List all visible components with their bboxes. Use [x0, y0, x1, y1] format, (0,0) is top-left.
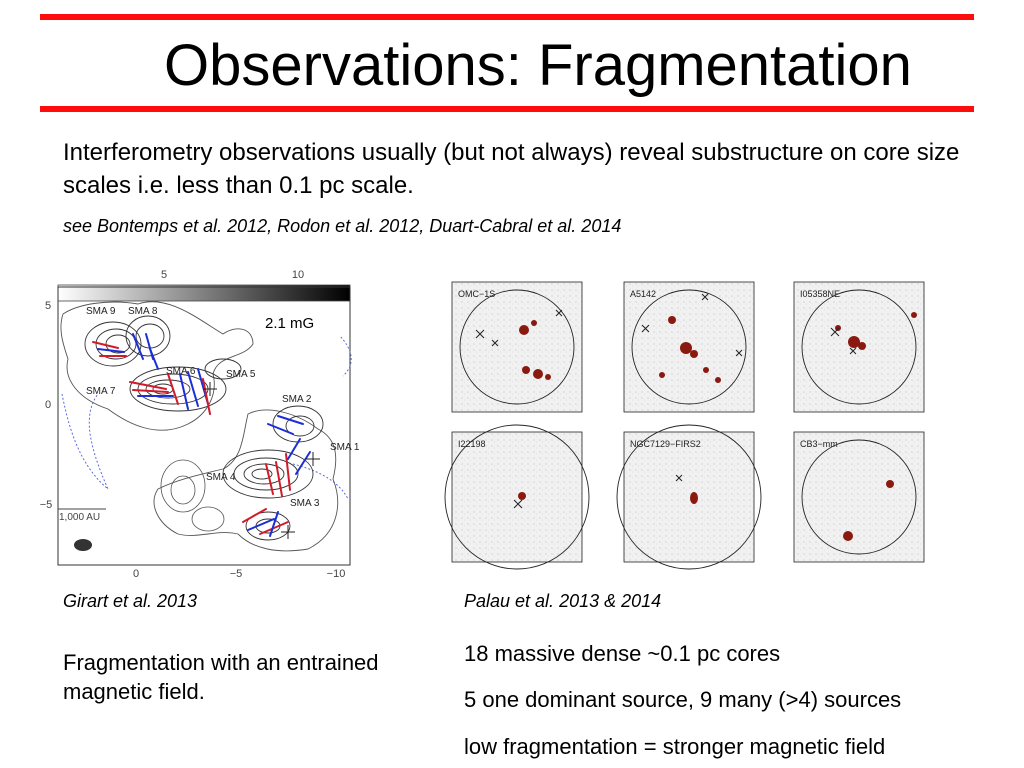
scale-label: 1,000 AU [59, 512, 100, 523]
panel-label: I05358NE [800, 289, 840, 299]
panel-omc1s: OMC−1S [451, 281, 583, 413]
stat-line: 18 massive dense ~0.1 pc cores [464, 641, 781, 666]
panel-i22198: I22198 [444, 424, 590, 570]
y-tick: −5 [40, 499, 53, 511]
outer-contour [153, 409, 339, 552]
dotted-contour [61, 333, 352, 500]
panel-a5142: A5142 [623, 281, 755, 413]
contours-sma-9-8 [84, 315, 171, 367]
source-label: SMA 8 [128, 306, 158, 317]
panel-i05358ne: I05358NE [793, 281, 925, 413]
x-tick: 0 [133, 568, 139, 580]
x-tick: −10 [327, 568, 346, 580]
polarization-vectors [92, 333, 311, 537]
map-frame [57, 286, 351, 566]
panels-svg: OMC−1S A5142 I05358NE [444, 281, 925, 570]
source-label: SMA 5 [226, 369, 256, 380]
stat-line: low fragmentation = stronger magnetic fi… [464, 734, 886, 759]
top-red-rule [40, 14, 974, 20]
references-text: see Bontemps et al. 2012, Rodon et al. 2… [63, 216, 622, 236]
panel-cb3mm: CB3−mm [793, 431, 925, 563]
field-strength-label: 2.1 mG [265, 315, 314, 332]
beam-ellipse [74, 539, 92, 551]
panel-label: NGC7129−FIRS2 [630, 439, 701, 449]
intro-text: Interferometry observations usually (but… [63, 139, 960, 199]
panel-label: A5142 [630, 289, 656, 299]
field-label-box [256, 306, 346, 336]
panel-label: I22198 [458, 439, 486, 449]
left-figure-caption: Girart et al. 2013 [63, 591, 198, 611]
source-label: SMA 3 [290, 498, 320, 509]
source-label: SMA 1 [330, 442, 360, 453]
palau-panels-figure: OMC−1S A5142 I05358NE [406, 270, 928, 570]
source-label: SMA 7 [86, 386, 116, 397]
source-label: SMA 9 [86, 306, 116, 317]
panel-ngc7129: NGC7129−FIRS2 [616, 424, 762, 570]
source-markers [203, 382, 320, 539]
source-label: SMA 2 [282, 394, 312, 405]
colorbar-tick: 5 [161, 269, 167, 281]
y-tick: 5 [45, 300, 51, 312]
sma-polarization-figure: 5 10 5 0 −5 0 −5 −10 [38, 264, 368, 582]
summary-text: Fragmentation with an entrained magnetic… [63, 650, 379, 704]
sma-map-svg: 5 10 5 0 −5 0 −5 −10 [40, 269, 360, 580]
contours-sma-4 [222, 405, 324, 541]
colorbar-tick: 10 [292, 269, 304, 281]
x-tick: −5 [230, 568, 243, 580]
right-figure-caption: Palau et al. 2013 & 2014 [464, 591, 662, 611]
y-tick: 0 [45, 399, 51, 411]
panel-label: OMC−1S [458, 289, 495, 299]
source-label: SMA 6 [166, 366, 196, 377]
contours-southwest [160, 459, 225, 532]
stat-line: 5 one dominant source, 9 many (>4) sourc… [464, 687, 902, 712]
slide-title: Observations: Fragmentation [164, 33, 912, 98]
panel-label: CB3−mm [800, 439, 838, 449]
source-label: SMA 4 [206, 472, 236, 483]
bottom-red-rule [40, 106, 974, 112]
